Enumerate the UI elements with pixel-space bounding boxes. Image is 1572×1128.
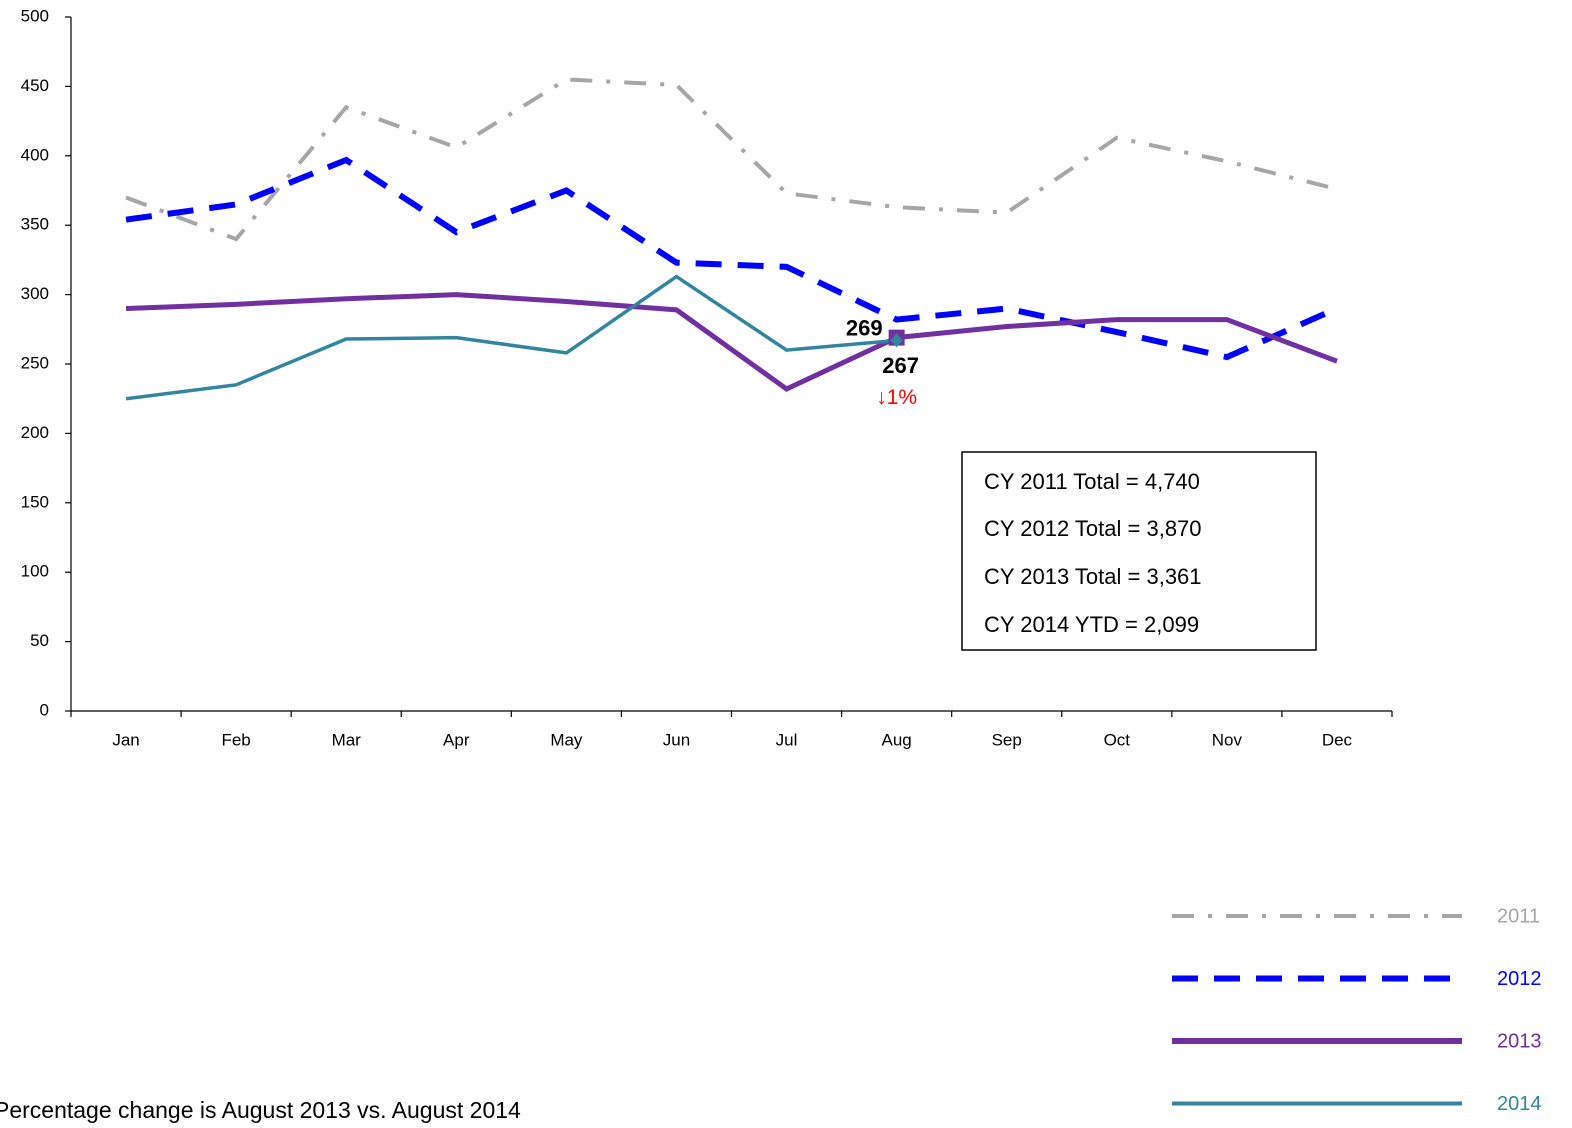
annotation: ↓1% [876, 386, 917, 409]
x-tick-label: Apr [443, 730, 470, 749]
y-tick-label: 300 [21, 284, 49, 303]
series-line [125, 292, 1338, 392]
y-tick-label: 400 [21, 145, 49, 164]
series-line [125, 156, 1339, 361]
footnote: Percentage change is August 2013 vs. Aug… [0, 1097, 521, 1123]
y-tick-label: 150 [21, 492, 49, 511]
legend-label: 2014 [1497, 1093, 1542, 1115]
data-label: 267 [882, 353, 919, 378]
x-tick-label: Dec [1322, 730, 1353, 749]
y-tick-label: 350 [21, 215, 49, 234]
x-tick-label: Oct [1104, 730, 1131, 749]
legend-label: 2012 [1497, 968, 1542, 990]
y-tick-label: 250 [21, 353, 49, 372]
y-tick-label: 100 [21, 562, 49, 581]
total-text: CY 2012 Total = 3,870 [984, 516, 1202, 541]
y-tick-label: 200 [21, 423, 49, 442]
x-tick-label: Sep [992, 730, 1022, 749]
y-tick-label: 500 [21, 6, 49, 25]
total-text: CY 2013 Total = 3,361 [984, 564, 1202, 589]
legend-label: 2011 [1497, 905, 1540, 927]
y-tick-label: 50 [30, 631, 49, 650]
x-tick-label: Jul [776, 730, 798, 749]
x-tick-label: Jun [663, 730, 690, 749]
series-line [125, 77, 1338, 242]
legend-label: 2013 [1497, 1030, 1542, 1052]
y-tick-label: 450 [21, 76, 49, 95]
y-tick-label: 0 [40, 700, 49, 719]
data-label: 269 [846, 315, 883, 340]
totals-box [961, 451, 1317, 651]
series-line [125, 274, 897, 401]
x-tick-label: Feb [221, 730, 250, 749]
x-tick-label: Aug [882, 730, 912, 749]
x-tick-label: Jan [112, 730, 139, 749]
x-tick-label: May [550, 730, 583, 749]
point-marker [890, 333, 903, 348]
total-text: CY 2014 YTD = 2,099 [984, 612, 1199, 637]
total-text: CY 2011 Total = 4,740 [984, 469, 1200, 494]
x-tick-label: Mar [332, 730, 362, 749]
x-tick-label: Nov [1212, 730, 1243, 749]
